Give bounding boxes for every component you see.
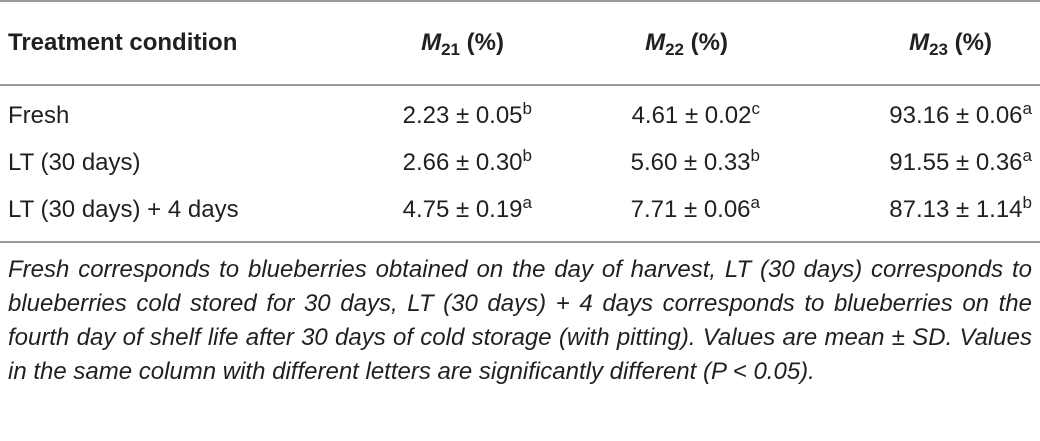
row-label: LT (30 days) + 4 days: [8, 195, 239, 223]
header-treatment-condition: Treatment condition: [8, 29, 238, 56]
table-cell: 5.60 ± 0.33b: [630, 145, 760, 176]
table-cell: 4.75 ± 0.19a: [402, 192, 532, 223]
table-cell: 2.23 ± 0.05b: [402, 98, 532, 129]
header-m22: M22 (%): [645, 29, 728, 59]
header-m21: M21 (%): [421, 29, 504, 59]
table-cell: 93.16 ± 0.06a: [889, 98, 1032, 129]
table-cell: 91.55 ± 0.36a: [889, 145, 1032, 176]
table-cell: 87.13 ± 1.14b: [889, 192, 1032, 223]
row-label: Fresh: [8, 101, 70, 129]
table-cell: 4.61 ± 0.02c: [631, 98, 760, 129]
table-header-row: Treatment condition M21 (%) M22 (%) M23 …: [0, 2, 1040, 84]
table-row: LT (30 days) 2.66 ± 0.30b 5.60 ± 0.33b 9…: [0, 139, 1040, 186]
table-row: LT (30 days) + 4 days 4.75 ± 0.19a 7.71 …: [0, 186, 1040, 233]
table-bottom-rule: [0, 241, 1040, 243]
row-label: LT (30 days): [8, 148, 141, 176]
table-header-rule: [0, 84, 1040, 86]
table-row: Fresh 2.23 ± 0.05b 4.61 ± 0.02c 93.16 ± …: [0, 92, 1040, 139]
table-body: Fresh 2.23 ± 0.05b 4.61 ± 0.02c 93.16 ± …: [0, 86, 1040, 241]
table-footnote: Fresh corresponds to blueberries obtaine…: [8, 256, 1032, 385]
table-cell: 2.66 ± 0.30b: [402, 145, 532, 176]
data-table: Treatment condition M21 (%) M22 (%) M23 …: [0, 0, 1040, 385]
header-m23: M23 (%): [909, 29, 992, 59]
table-cell: 7.71 ± 0.06a: [630, 192, 760, 223]
table-top-rule: [0, 0, 1040, 2]
